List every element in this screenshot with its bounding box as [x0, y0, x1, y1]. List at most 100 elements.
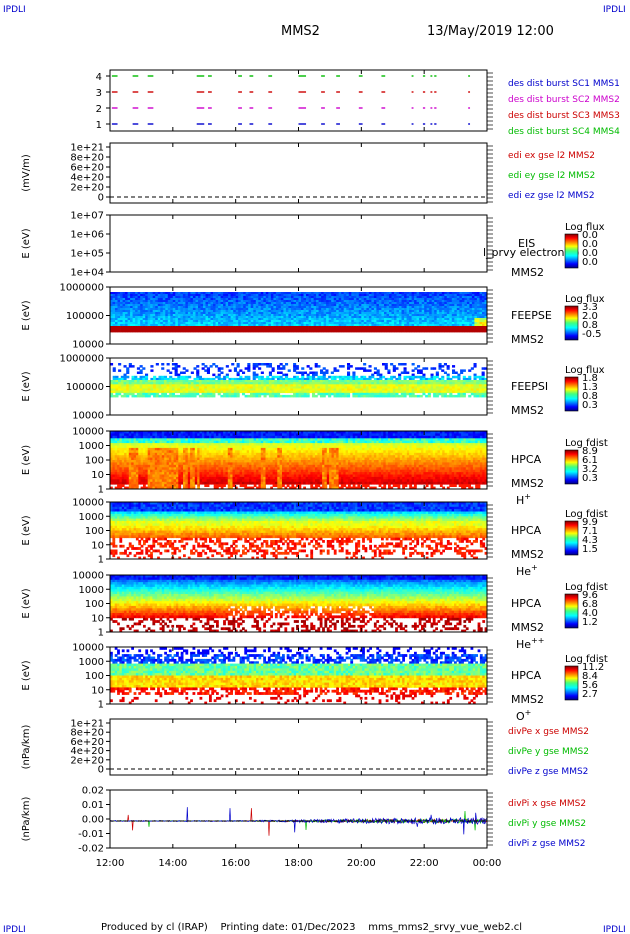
- hpca_h-pixel: [110, 450, 113, 454]
- feepsi-pixel: [285, 394, 289, 398]
- feepsi-pixel: [398, 384, 402, 387]
- feepse-pixel: [411, 308, 415, 311]
- feepsi-pixel: [379, 392, 383, 396]
- feepse-pixel: [220, 316, 224, 319]
- feepsi-pixel: [131, 390, 135, 394]
- feepse-pixel: [140, 308, 144, 311]
- feepse-pixel: [456, 306, 460, 309]
- feepse-pixel: [444, 328, 448, 331]
- feepse-pixel: [484, 320, 488, 323]
- feepse-pixel: [215, 296, 219, 299]
- feepse-pixel: [396, 330, 400, 333]
- feepse-pixel: [157, 294, 161, 297]
- feepse-pixel: [215, 312, 219, 315]
- feepse-pixel: [348, 324, 352, 327]
- feepse-pixel: [331, 308, 335, 311]
- feepsi-pixel: [142, 382, 146, 385]
- feepsi-pixel: [161, 377, 165, 381]
- feepse-pixel: [482, 312, 485, 315]
- feepse-pixel: [265, 306, 269, 309]
- feepse-pixel: [150, 306, 154, 309]
- feepse-pixel: [255, 314, 259, 317]
- feepsi-pixel: [266, 384, 270, 387]
- feepse-pixel: [218, 326, 221, 329]
- feepse-pixel: [205, 294, 209, 297]
- feepse-pixel: [426, 300, 430, 303]
- feepse-pixel: [303, 312, 307, 315]
- feepse-pixel: [152, 314, 156, 317]
- feepsi-pixel: [163, 375, 167, 379]
- feepse-pixel: [394, 304, 397, 307]
- feepsi-pixel: [217, 380, 221, 383]
- feepse-pixel: [421, 292, 425, 295]
- feepse-pixel: [260, 326, 264, 329]
- feepse-pixel: [270, 326, 274, 329]
- feepse-pixel: [162, 318, 166, 321]
- feepsi-pixel: [427, 380, 431, 383]
- feepse-pixel: [318, 326, 322, 329]
- feepse-pixel: [213, 310, 216, 313]
- feepsi-pixel: [215, 375, 219, 379]
- feepse-pixel: [155, 312, 159, 315]
- feepsi-pixel: [174, 394, 178, 398]
- feepse-pixel: [192, 314, 196, 317]
- feepsi-pixel: [454, 371, 458, 374]
- feepse-pixel: [220, 314, 224, 317]
- feepse-pixel: [444, 312, 448, 315]
- feepse-pixel: [215, 326, 219, 329]
- feepse-pixel: [223, 318, 226, 321]
- feepsi-pixel: [452, 394, 456, 398]
- feepse-pixel: [384, 318, 387, 321]
- feepse-pixel: [296, 310, 299, 313]
- feepse-pixel: [396, 304, 400, 307]
- feepse-pixel: [110, 324, 113, 327]
- feepsi-pixel: [301, 367, 305, 370]
- feepsi-pixel: [360, 367, 364, 370]
- feepse-pixel: [419, 314, 422, 317]
- feepse-pixel: [273, 292, 277, 295]
- feepse-pixel: [140, 292, 144, 295]
- feepsi-pixel: [387, 380, 391, 383]
- feepsi-pixel: [174, 363, 178, 366]
- feepse-pixel: [451, 294, 455, 297]
- feepse-pixel: [190, 300, 194, 303]
- feepsi-pixel: [309, 380, 313, 383]
- feepsi-pixel: [239, 382, 243, 385]
- feepse-pixel: [255, 294, 259, 297]
- feepse-pixel: [406, 292, 410, 295]
- feepse-pixel: [338, 328, 342, 331]
- feepse-pixel: [243, 306, 247, 309]
- feepsi-pixel: [408, 388, 412, 391]
- feepsi-pixel: [484, 367, 488, 370]
- feepse-pixel: [280, 322, 284, 325]
- feepse-pixel: [167, 330, 171, 333]
- hpca_h-pixel: [119, 481, 123, 485]
- feepse-pixel: [399, 294, 402, 297]
- feepse-pixel: [225, 330, 229, 333]
- feepse-pixel: [461, 314, 465, 317]
- feepse-pixel: [230, 296, 234, 299]
- feepse-pixel: [348, 310, 352, 313]
- feepse-pixel: [351, 300, 355, 303]
- feepse-pixel: [162, 306, 166, 309]
- feepse-pixel: [150, 298, 154, 301]
- feepse-pixel: [285, 326, 289, 329]
- feepsi-pixel: [468, 377, 472, 381]
- feepsi-pixel: [118, 369, 122, 372]
- feepse-pixel: [308, 302, 312, 305]
- feepse-pixel: [348, 318, 352, 321]
- feepse-pixel: [469, 322, 473, 325]
- feepse-pixel: [429, 306, 433, 309]
- feepse-pixel: [190, 304, 194, 307]
- feepse-pixel: [341, 322, 345, 325]
- feepse-pixel: [225, 296, 229, 299]
- feepsi-pixel: [473, 382, 477, 385]
- feepse-pixel: [120, 306, 123, 309]
- feepsi-pixel: [452, 386, 456, 389]
- feepsi-pixel: [336, 375, 340, 379]
- feepse-pixel: [464, 300, 468, 303]
- feepsi-pixel: [411, 369, 415, 372]
- feepse-pixel: [198, 300, 201, 303]
- eis-ytick-label: 1e+06: [70, 230, 104, 241]
- feepsi-pixel: [425, 384, 429, 387]
